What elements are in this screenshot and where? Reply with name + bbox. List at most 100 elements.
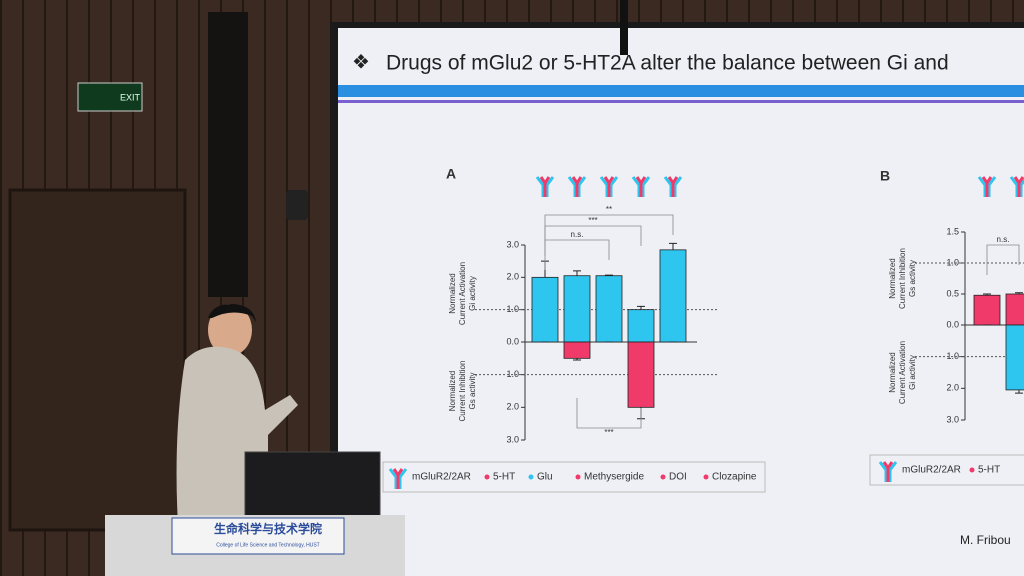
y-axis-label: Normalized	[448, 371, 457, 411]
legend-symbol	[484, 474, 490, 480]
legend-label: DOI	[669, 472, 687, 483]
bar	[595, 275, 623, 343]
author: M. Fribou	[960, 533, 1011, 547]
error-bar	[983, 293, 991, 296]
bar	[627, 341, 655, 408]
panel-label: A	[446, 166, 456, 182]
legend-symbol	[703, 474, 709, 480]
receptor-icon	[388, 468, 408, 489]
receptor-icon	[667, 176, 679, 197]
door	[8, 188, 187, 532]
receptor-icon	[981, 176, 993, 197]
receptor-icon	[1009, 176, 1024, 197]
y-tick-label: 1.5	[946, 226, 959, 236]
y-axis-label: Normalized	[888, 258, 897, 298]
speaker	[208, 12, 248, 297]
y-axis-label: Current Inhibition	[898, 248, 907, 309]
y-axis-label: Gi activity	[468, 276, 477, 311]
podium-cn: 生命科学与技术学院	[214, 521, 322, 536]
bar	[563, 341, 591, 359]
receptor-icon	[535, 176, 555, 197]
bar	[563, 275, 591, 343]
significance-bracket	[986, 244, 1020, 275]
y-axis-label: Current Inhibition	[458, 361, 467, 422]
legend-symbol	[528, 474, 534, 480]
bar	[659, 249, 687, 343]
error-bar	[637, 305, 645, 310]
legend-label: mGluR2/2AR	[412, 472, 471, 483]
legend-label: Clozapine	[712, 472, 757, 483]
receptor-icon	[663, 176, 683, 197]
receptor-icon	[567, 176, 587, 197]
y-tick-label: 1.0	[506, 304, 519, 314]
y-axis-label: Normalized	[888, 352, 897, 392]
y-axis-label: Gs activity	[468, 373, 477, 410]
error-bar	[573, 270, 581, 276]
y-tick-label: 3.0	[506, 239, 519, 249]
receptor-icon	[977, 176, 997, 197]
y-axis-label: Gi activity	[908, 355, 917, 390]
legend-label: mGluR2/2AR	[902, 465, 961, 476]
significance-label: ***	[604, 428, 613, 437]
podium-en: College of Life Science and Technology, …	[216, 542, 320, 548]
legend-label: 5-HT	[493, 472, 515, 483]
y-tick-label: 0.5	[946, 288, 959, 298]
significance-label: ***	[588, 216, 597, 225]
receptor-icon	[878, 461, 898, 482]
receptor-icon	[571, 176, 583, 197]
error-bar	[669, 242, 677, 250]
y-tick-label: 0.0	[506, 336, 519, 346]
bar	[531, 276, 559, 343]
y-axis-label: Current Activation	[458, 262, 467, 325]
camera	[286, 190, 308, 220]
mic	[620, 0, 628, 55]
y-tick-label: 0.0	[946, 319, 959, 329]
y-tick-label: 2.0	[506, 272, 519, 282]
y-axis-label: Gs activity	[908, 260, 917, 297]
error-bar	[1015, 389, 1023, 394]
significance-bracket	[544, 239, 610, 270]
legend-symbol	[969, 467, 975, 473]
significance-label: n.s.	[571, 230, 584, 239]
y2-tick-label: 3.0	[946, 414, 959, 424]
receptor-icon	[1013, 176, 1024, 197]
bar	[973, 294, 1001, 326]
receptor-icon	[882, 461, 894, 482]
legend-label: Methysergide	[584, 472, 644, 483]
error-bar	[605, 274, 613, 276]
y-axis-label: Normalized	[448, 273, 457, 313]
legend-label: Glu	[537, 472, 553, 483]
legend-symbol	[660, 474, 666, 480]
receptor-icon	[539, 176, 551, 197]
panel-label: B	[880, 168, 890, 184]
exit-text: EXIT	[120, 92, 141, 102]
y2-tick-label: 1.0	[506, 369, 519, 379]
significance-label: **	[606, 205, 612, 214]
significance-label: n.s.	[997, 235, 1010, 244]
y2-tick-label: 2.0	[506, 402, 519, 412]
error-bar	[573, 358, 581, 361]
y2-tick-label: 2.0	[946, 383, 959, 393]
legend-box	[869, 454, 1024, 486]
bar	[1005, 293, 1024, 326]
y-axis-label: Current Activation	[898, 341, 907, 404]
legend-symbol	[575, 474, 581, 480]
significance-bracket	[576, 398, 642, 429]
exit-sign	[77, 82, 143, 112]
receptor-icon	[603, 176, 615, 197]
slide: ❖ Drugs of mGlu2 or 5-HT2A alter the bal…	[338, 28, 1024, 576]
bar	[1005, 324, 1024, 391]
y2-tick-label: 3.0	[506, 434, 519, 444]
y2-tick-label: 1.0	[946, 351, 959, 361]
podium-plate	[171, 517, 345, 555]
legend-label: 5-HT	[978, 465, 1000, 476]
monitor	[244, 451, 381, 518]
title-bar	[338, 85, 1024, 97]
receptor-icon	[635, 176, 647, 197]
slide-title: Drugs of mGlu2 or 5-HT2A alter the balan…	[386, 52, 949, 75]
title-rule	[338, 100, 1024, 103]
receptor-icon	[599, 176, 619, 197]
bullet: ❖	[352, 51, 370, 73]
y-tick-label: 1.0	[946, 257, 959, 267]
